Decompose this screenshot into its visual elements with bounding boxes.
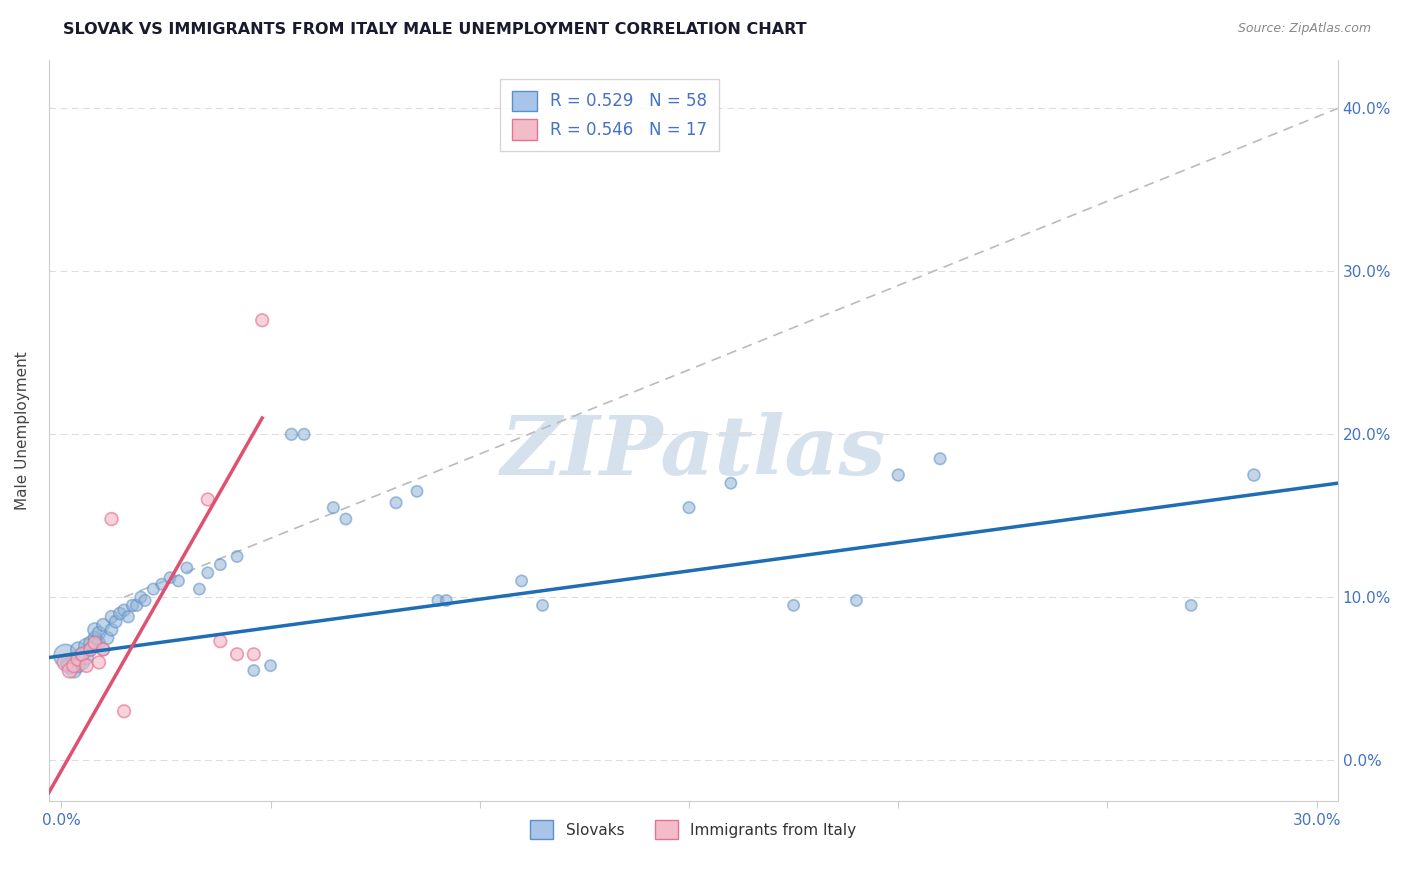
- Point: [63, 658, 86, 673]
- Point: [67, 652, 90, 666]
- Point: [100, 609, 122, 624]
- Point: [91, 642, 114, 657]
- Point: [292, 427, 315, 442]
- Point: [678, 500, 700, 515]
- Y-axis label: Male Unemployment: Male Unemployment: [15, 351, 30, 509]
- Point: [63, 664, 86, 678]
- Point: [100, 512, 122, 526]
- Point: [250, 313, 273, 327]
- Point: [335, 512, 357, 526]
- Point: [887, 468, 910, 483]
- Point: [197, 566, 219, 580]
- Point: [121, 599, 143, 613]
- Point: [70, 647, 93, 661]
- Point: [79, 642, 101, 657]
- Point: [70, 656, 93, 670]
- Point: [79, 636, 101, 650]
- Point: [112, 704, 135, 718]
- Point: [209, 558, 232, 572]
- Point: [531, 599, 554, 613]
- Point: [79, 642, 101, 657]
- Point: [159, 571, 181, 585]
- Point: [96, 631, 118, 645]
- Point: [782, 599, 804, 613]
- Point: [142, 582, 165, 596]
- Point: [75, 658, 97, 673]
- Point: [385, 496, 408, 510]
- Text: ZIPatlas: ZIPatlas: [501, 412, 886, 492]
- Point: [150, 577, 173, 591]
- Point: [226, 647, 249, 661]
- Point: [720, 476, 742, 491]
- Point: [75, 650, 97, 665]
- Point: [83, 636, 105, 650]
- Point: [59, 658, 82, 673]
- Point: [426, 593, 449, 607]
- Text: SLOVAK VS IMMIGRANTS FROM ITALY MALE UNEMPLOYMENT CORRELATION CHART: SLOVAK VS IMMIGRANTS FROM ITALY MALE UNE…: [63, 22, 807, 37]
- Point: [55, 648, 77, 663]
- Point: [55, 656, 77, 670]
- Point: [167, 574, 190, 588]
- Text: Source: ZipAtlas.com: Source: ZipAtlas.com: [1237, 22, 1371, 36]
- Point: [100, 623, 122, 637]
- Point: [243, 664, 266, 678]
- Point: [188, 582, 211, 596]
- Point: [1180, 599, 1202, 613]
- Point: [434, 593, 457, 607]
- Point: [226, 549, 249, 564]
- Point: [63, 652, 86, 666]
- Point: [87, 656, 110, 670]
- Point: [59, 664, 82, 678]
- Point: [67, 658, 90, 673]
- Point: [67, 642, 90, 657]
- Point: [197, 492, 219, 507]
- Point: [59, 656, 82, 670]
- Point: [83, 631, 105, 645]
- Point: [87, 626, 110, 640]
- Point: [104, 615, 127, 629]
- Point: [75, 639, 97, 653]
- Point: [1243, 468, 1265, 483]
- Point: [176, 561, 198, 575]
- Point: [243, 647, 266, 661]
- Point: [134, 593, 156, 607]
- Point: [112, 603, 135, 617]
- Point: [510, 574, 533, 588]
- Point: [406, 484, 429, 499]
- Point: [91, 642, 114, 657]
- Point: [83, 623, 105, 637]
- Point: [70, 647, 93, 661]
- Point: [129, 591, 152, 605]
- Point: [108, 607, 131, 621]
- Point: [87, 636, 110, 650]
- Point: [125, 599, 148, 613]
- Legend: Slovaks, Immigrants from Italy: Slovaks, Immigrants from Italy: [524, 814, 862, 845]
- Point: [91, 618, 114, 632]
- Point: [845, 593, 868, 607]
- Point: [259, 658, 281, 673]
- Point: [929, 451, 952, 466]
- Point: [209, 634, 232, 648]
- Point: [280, 427, 302, 442]
- Point: [322, 500, 344, 515]
- Point: [117, 609, 139, 624]
